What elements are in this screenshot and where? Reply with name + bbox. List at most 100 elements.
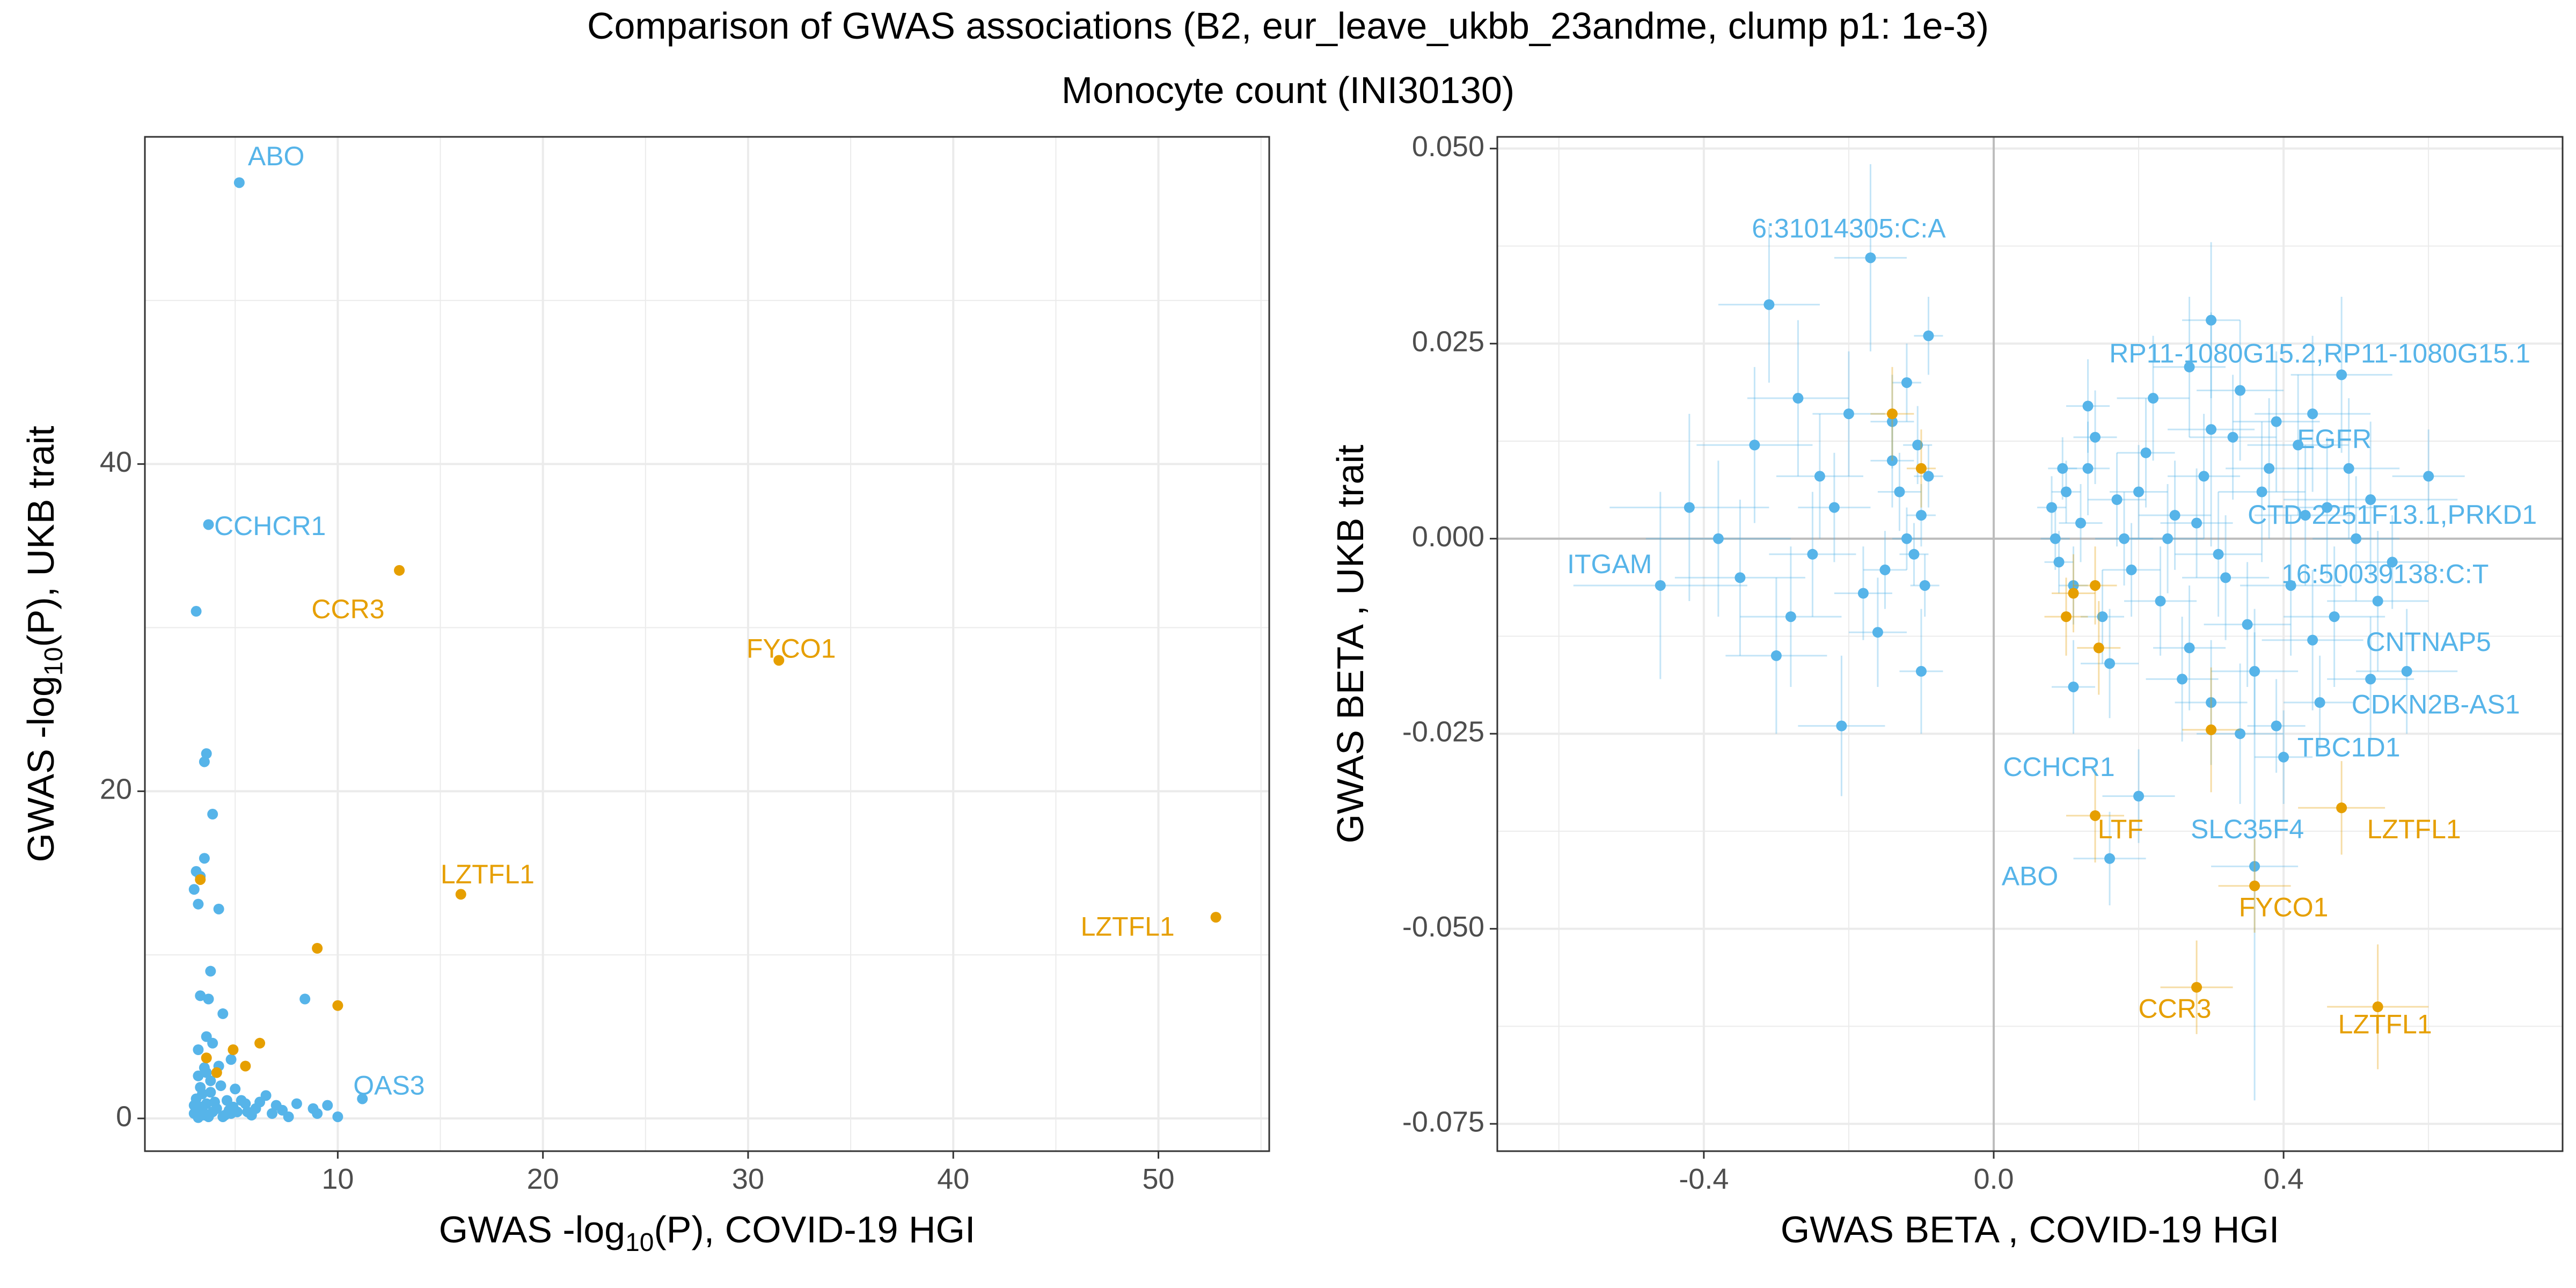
data-point [2235,385,2246,396]
x-tick-label: 20 [527,1163,559,1195]
data-point [2300,510,2311,521]
data-point [1828,502,1840,513]
y-tick-label: 0.000 [1412,521,1484,553]
data-point [2351,533,2362,544]
data-point [322,1100,333,1111]
data-point [2126,564,2137,575]
data-point [2271,720,2282,731]
data-point [2336,369,2347,380]
data-point [228,1044,239,1055]
data-point [207,1037,218,1049]
data-point [2242,619,2253,630]
data-point [2206,424,2217,435]
data-point [2097,611,2108,623]
data-point [1915,463,1927,474]
data-point [240,1060,251,1072]
data-point [2155,596,2166,607]
point-label: LZTFL1 [441,859,535,889]
data-point [1735,572,1746,583]
x-tick-label: 0.0 [1973,1163,2014,1195]
y-axis-title: GWAS -log10(P), UKB trait [20,426,68,862]
data-point [203,1111,214,1122]
data-point [2322,502,2333,513]
data-point [213,903,224,914]
data-point [201,748,212,759]
data-point [2249,880,2260,891]
data-point [1763,299,1775,310]
data-point [2343,463,2354,474]
data-point [2140,447,2151,458]
data-point [191,606,202,617]
data-point [277,1104,288,1116]
data-point [2307,634,2318,646]
data-point [2090,580,2101,591]
data-point [1923,471,1934,482]
x-tick-label: 30 [732,1163,764,1195]
data-point [201,1067,212,1078]
data-point [2050,533,2061,544]
y-tick-label: 0.025 [1412,326,1484,358]
data-point [1792,393,1804,404]
data-point [2057,463,2068,474]
data-point [2307,408,2318,420]
series-other [1573,164,2465,1101]
data-point [1210,912,1221,923]
data-point [233,177,245,188]
series-other [188,177,368,1123]
data-point [1872,627,1883,638]
data-point [195,874,206,885]
data-point [1684,502,1695,513]
point-label: ITGAM [1567,549,1652,579]
data-point [1901,533,1912,544]
panel-border [144,136,1270,1152]
left-scatter-panel: ABO CCHCR1 CCR3 FYCO1 LZTFL1 LZTFL1 OAS3 10 20 30… [20,136,1270,1257]
data-point [1894,486,1905,497]
data-point [312,943,323,954]
data-point [254,1096,266,1108]
point-label: RP11-1080G15.2,RP11-1080G15.1 [2109,338,2530,368]
point-label: LZTFL1 [2367,814,2461,844]
y-tick-label: -0.075 [1402,1106,1484,1138]
axis-title-part: (P), UKB trait [20,426,62,647]
series-highlight [1870,367,2429,1070]
data-point [228,1101,239,1113]
data-point [205,1087,216,1098]
data-point [1785,611,1796,623]
data-point [2104,658,2116,669]
axis-title-part: (P), COVID-19 HGI [654,1209,975,1250]
data-point [188,1100,200,1111]
data-point [2061,611,2072,623]
data-point [1749,440,1760,451]
data-point [2293,440,2304,451]
data-point [217,1008,229,1019]
data-point [1836,720,1847,731]
point-label: FYCO1 [2239,892,2329,923]
point-label: LZTFL1 [2338,1009,2432,1040]
data-point [1814,471,1825,482]
point-label: ABO [248,141,305,171]
right-scatter-panel: 6:31014305:C:A ITGAM RP11-1080G15.2,RP11-1… [1329,130,2564,1250]
data-point [2162,533,2174,544]
data-point [1655,580,1666,591]
data-point [195,1082,206,1093]
data-point [193,1070,204,1081]
data-point [1865,252,1876,264]
data-point [455,889,466,900]
data-point [2090,431,2101,443]
data-point [211,1067,222,1078]
point-label: ABO [2002,861,2059,891]
data-point [1901,377,1912,388]
data-point [1857,588,1869,599]
data-point [1807,548,1818,560]
data-point [2191,982,2202,993]
data-point [299,993,311,1005]
data-point [2423,471,2434,482]
y-tick-label: -0.025 [1402,715,1484,748]
data-point [215,1080,226,1092]
data-point [2104,853,2116,864]
y-tick-label: 0 [116,1100,132,1132]
x-tick-label: 40 [937,1163,969,1195]
data-point [2206,314,2217,326]
x-tick-label: 50 [1143,1163,1175,1195]
point-label: LZTFL1 [1081,912,1175,942]
